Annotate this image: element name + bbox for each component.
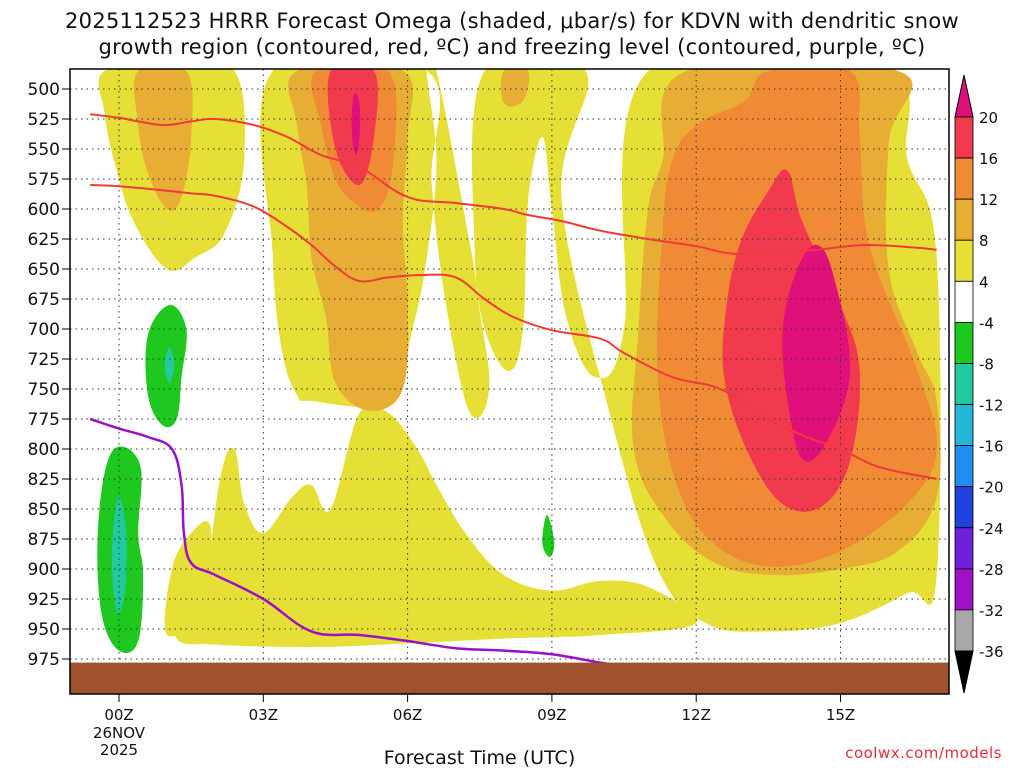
colorbar-band--32-to--28	[954, 568, 974, 611]
source-credit: coolwx.com/models	[845, 744, 1002, 762]
colorbar-band-4-to-8	[954, 239, 974, 282]
y-tick-label-625: 625	[28, 230, 60, 250]
y-tick-label-575: 575	[28, 170, 60, 190]
y-tick-label-750: 750	[28, 380, 60, 400]
omega-region-green-spot-right	[542, 515, 555, 557]
colorbar-label-8: 8	[979, 232, 989, 250]
terrain-strip	[70, 662, 949, 694]
colorbar-band-16-to-20	[954, 116, 974, 159]
x-tick-label-09Z: 09Z	[537, 706, 566, 724]
omega-region-magenta-right-core	[782, 244, 851, 462]
x-tick-label-12Z: 12Z	[682, 706, 711, 724]
y-tick-label-500: 500	[28, 80, 60, 100]
colorbar-over-triangle	[954, 74, 974, 118]
colorbar-label--20: -20	[979, 479, 1004, 497]
x-axis-label: Forecast Time (UTC)	[384, 747, 575, 768]
colorbar-label-16: 16	[979, 150, 998, 168]
colorbar-label--32: -32	[979, 602, 1004, 620]
chart-title-line-2: growth region (contoured, red, ºC) and f…	[98, 35, 926, 59]
colorbar-under-triangle	[954, 650, 974, 694]
colorbar	[954, 74, 974, 694]
omega-region-cyan-spot-upper	[164, 347, 175, 383]
y-tick-label-775: 775	[28, 410, 60, 430]
colorbar-label-12: 12	[979, 191, 998, 209]
x-tick-label-15Z: 15Z	[826, 706, 855, 724]
colorbar-band-12-to-16	[954, 157, 974, 200]
colorbar-band--16-to--12	[954, 404, 974, 447]
colorbar-band--20-to--16	[954, 445, 974, 488]
y-tick-label-850: 850	[28, 500, 60, 520]
dgz-contour-2	[90, 184, 937, 480]
y-tick-label-950: 950	[28, 620, 60, 640]
y-tick-label-550: 550	[28, 140, 60, 160]
y-tick-label-600: 600	[28, 200, 60, 220]
colorbar-label-20: 20	[979, 109, 998, 127]
omega-region-cyan-spot-lower	[111, 496, 127, 613]
plot-frame	[69, 68, 950, 695]
colorbar-band--36-to--32	[954, 609, 974, 652]
y-tick-label-925: 925	[28, 590, 60, 610]
colorbar-band--8-to--4	[954, 321, 974, 364]
y-tick-label-800: 800	[28, 440, 60, 460]
colorbar-band--24-to--20	[954, 486, 974, 529]
gridlines	[70, 69, 949, 694]
colorbar-label--28: -28	[979, 561, 1004, 579]
chart-title-line-1: 2025112523 HRRR Forecast Omega (shaded, …	[65, 9, 959, 33]
date-label-2: 2025	[100, 741, 138, 759]
x-tick-label-06Z: 06Z	[393, 706, 422, 724]
omega-region-main-yellow-left-spur	[164, 521, 213, 637]
omega-region-orange-second-tower	[500, 69, 530, 107]
colorbar-band-8-to-12	[954, 198, 974, 241]
colorbar-band--4-to-4	[954, 280, 974, 323]
date-label-1: 26NOV	[93, 724, 146, 742]
y-tick-label-725: 725	[28, 350, 60, 370]
colorbar-label-4: 4	[979, 273, 989, 291]
colorbar-label--8: -8	[979, 355, 994, 373]
y-tick-label-975: 975	[28, 650, 60, 670]
colorbar-label--4: -4	[979, 314, 994, 332]
x-tick-label-00Z: 00Z	[104, 706, 133, 724]
freezing-level-contour	[89, 417, 610, 666]
y-tick-label-875: 875	[28, 530, 60, 550]
y-tick-label-675: 675	[28, 290, 60, 310]
y-tick-label-650: 650	[28, 260, 60, 280]
omega-region-main-yellow-lower	[174, 403, 698, 648]
y-tick-label-825: 825	[28, 470, 60, 490]
colorbar-label--16: -16	[979, 438, 1004, 456]
y-tick-label-900: 900	[28, 560, 60, 580]
dgz-contour-1	[89, 113, 937, 256]
colorbar-band--28-to--24	[954, 527, 974, 570]
y-tick-label-525: 525	[28, 110, 60, 130]
omega-region-magenta-tower	[351, 93, 361, 156]
colorbar-band--12-to--8	[954, 363, 974, 405]
plot-content	[70, 69, 949, 694]
x-tick-label-03Z: 03Z	[249, 706, 278, 724]
colorbar-label--24: -24	[979, 520, 1004, 538]
y-tick-label-700: 700	[28, 320, 60, 340]
colorbar-label--36: -36	[979, 643, 1004, 661]
colorbar-label--12: -12	[979, 397, 1004, 415]
omega-region-left-orange-band	[133, 69, 193, 211]
